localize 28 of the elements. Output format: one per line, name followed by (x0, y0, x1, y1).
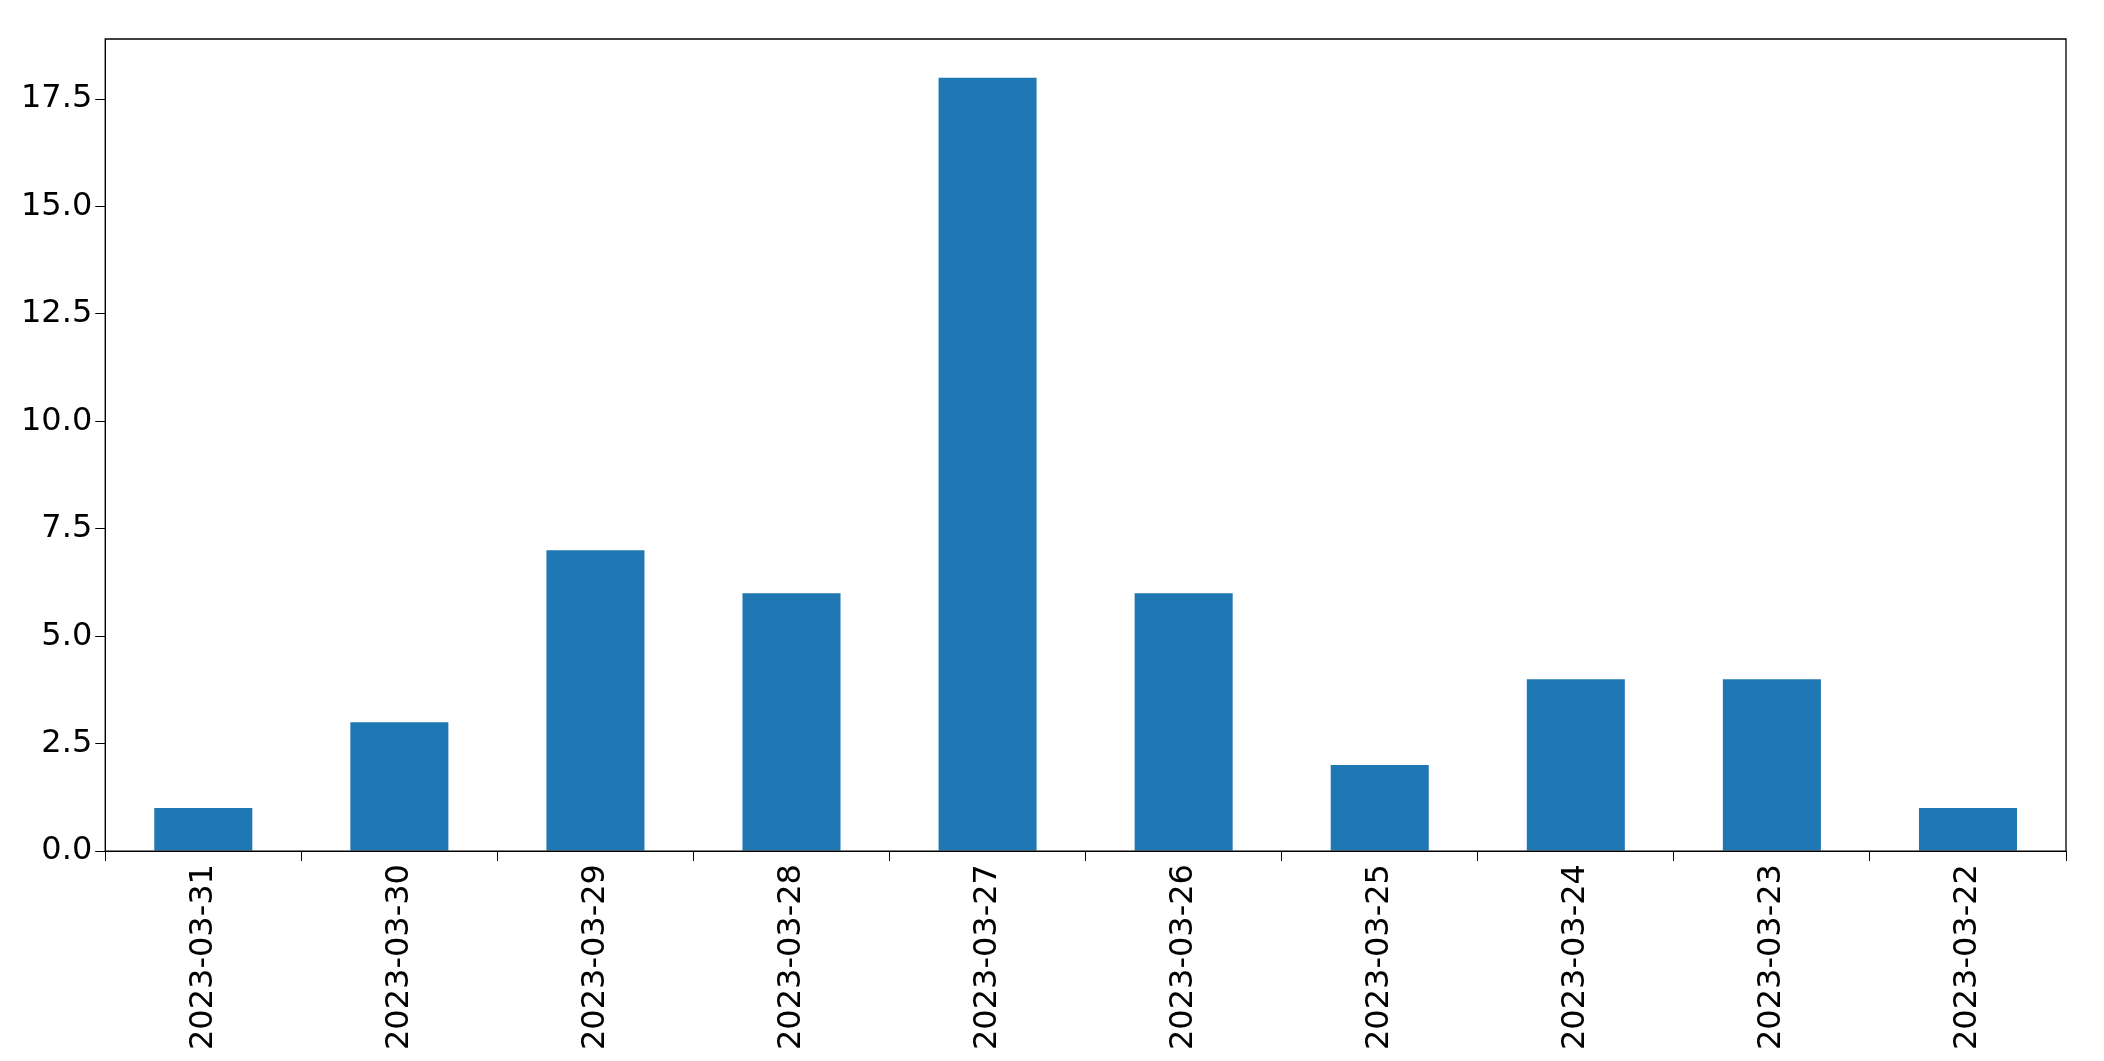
bar (1526, 679, 1625, 851)
y-tick-label: 15.0 (21, 184, 93, 223)
x-tick-label: 2023-03-23 (1750, 864, 1789, 1050)
bar (1134, 593, 1233, 851)
bar (1330, 765, 1429, 851)
x-tick-label: 2023-03-26 (1161, 864, 1200, 1050)
bar (350, 722, 449, 851)
y-tick-label: 10.0 (21, 399, 93, 438)
y-tick-label: 2.5 (41, 721, 93, 760)
y-tick-label: 7.5 (41, 507, 93, 546)
x-tick-label: 2023-03-25 (1358, 864, 1397, 1050)
x-tick-label: 2023-03-22 (1946, 864, 1985, 1050)
x-tick-label: 2023-03-29 (573, 864, 612, 1050)
bar (1918, 808, 2017, 851)
y-tick-label: 5.0 (41, 614, 93, 653)
bar (742, 593, 841, 851)
bar (546, 550, 645, 851)
x-tick-label: 2023-03-27 (965, 864, 1004, 1050)
bar (938, 77, 1037, 851)
y-tick-label: 17.5 (21, 77, 93, 116)
x-tick-label: 2023-03-31 (181, 864, 220, 1050)
y-tick-label: 12.5 (21, 292, 93, 331)
bar (1722, 679, 1821, 851)
x-tick-label: 2023-03-28 (769, 864, 808, 1050)
bar (154, 808, 253, 851)
y-tick-label: 0.0 (41, 829, 93, 868)
x-tick-label: 2023-03-24 (1554, 864, 1593, 1050)
x-tick-label: 2023-03-30 (377, 864, 416, 1050)
